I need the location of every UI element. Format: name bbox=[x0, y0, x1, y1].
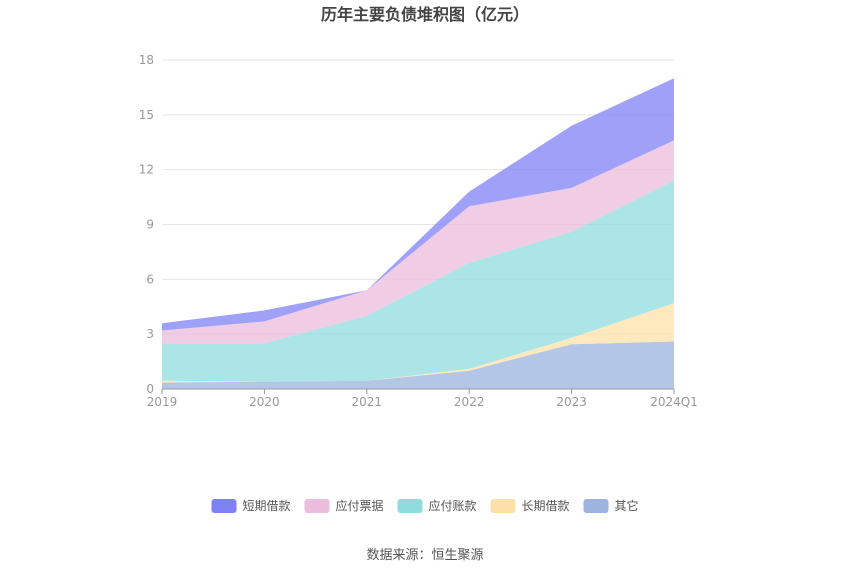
legend-label-应付账款[interactable]: 应付账款 bbox=[429, 498, 477, 513]
area-其它 bbox=[162, 341, 674, 389]
legend-label-长期借款[interactable]: 长期借款 bbox=[522, 499, 570, 513]
y-tick-label: 12 bbox=[139, 163, 154, 177]
x-tick-label: 2024Q1 bbox=[650, 395, 698, 409]
data-source-label: 数据来源：恒生聚源 bbox=[366, 548, 483, 563]
axes: 2019 2020 2021 2022 2023 2024Q1 bbox=[147, 388, 698, 409]
legend-label-其它[interactable]: 其它 bbox=[615, 498, 639, 513]
legend-label-应付票据[interactable]: 应付票据 bbox=[336, 498, 384, 513]
legend-swatch-其它[interactable] bbox=[583, 499, 609, 513]
legend-swatch-短期借款[interactable] bbox=[211, 499, 237, 513]
x-tick-label: 2023 bbox=[556, 395, 587, 409]
x-tick-label: 2021 bbox=[352, 395, 383, 409]
y-tick-label: 9 bbox=[146, 218, 154, 232]
y-tick-label: 6 bbox=[146, 272, 154, 286]
y-tick-label: 3 bbox=[146, 327, 154, 341]
legend-swatch-应付票据[interactable] bbox=[304, 499, 330, 513]
legend-swatch-长期借款[interactable] bbox=[490, 499, 516, 513]
x-tick-label: 2020 bbox=[249, 395, 280, 409]
legend-label-短期借款[interactable]: 短期借款 bbox=[243, 499, 291, 513]
legend-swatch-应付账款[interactable] bbox=[397, 499, 423, 513]
chart-title: 历年主要负债堆积图（亿元） bbox=[321, 5, 529, 24]
area-短期借款 bbox=[162, 78, 674, 331]
x-tick-label: 2022 bbox=[454, 395, 485, 409]
y-tick-label: 15 bbox=[139, 108, 154, 122]
area-长期借款 bbox=[162, 303, 674, 383]
area-应付账款 bbox=[162, 180, 674, 382]
area-series bbox=[162, 78, 674, 389]
x-tick-label: 2019 bbox=[147, 395, 178, 409]
y-tick-label: 0 bbox=[146, 382, 154, 396]
y-tick-label: 18 bbox=[139, 53, 154, 67]
legend: 短期借款 应付票据 应付账款 长期借款 其它 bbox=[211, 498, 639, 513]
